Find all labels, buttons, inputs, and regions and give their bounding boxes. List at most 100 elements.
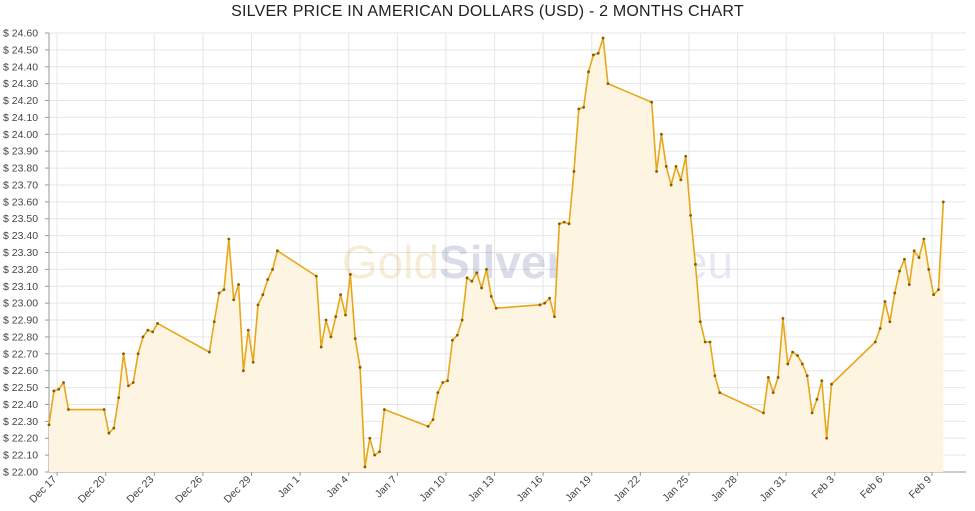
- data-point: [382, 408, 386, 411]
- data-point: [873, 340, 877, 344]
- data-point: [465, 276, 469, 280]
- data-point: [922, 237, 926, 241]
- data-point: [217, 291, 221, 295]
- y-tick-label: $ 22.70: [3, 348, 38, 360]
- data-point: [107, 431, 111, 435]
- data-point: [708, 340, 712, 344]
- data-point: [548, 296, 552, 300]
- y-tick-label: $ 24.60: [3, 28, 38, 40]
- data-point: [912, 249, 916, 253]
- x-tick-label: Feb 3: [809, 474, 837, 502]
- data-point: [898, 269, 901, 273]
- data-point: [141, 335, 145, 339]
- data-point: [344, 313, 347, 317]
- data-point: [436, 391, 440, 395]
- data-point: [378, 450, 381, 454]
- data-point: [151, 330, 155, 334]
- data-point: [227, 237, 231, 241]
- y-tick-label: $ 22.40: [3, 399, 38, 411]
- data-point: [825, 436, 829, 440]
- data-point: [679, 178, 683, 182]
- data-point: [888, 320, 892, 324]
- data-point: [917, 256, 921, 259]
- data-point: [319, 345, 323, 349]
- y-tick-label: $ 23.90: [3, 146, 38, 158]
- x-tick-label: Dec 23: [124, 474, 156, 506]
- data-point: [669, 183, 673, 187]
- series-area: [49, 38, 944, 472]
- data-point: [232, 298, 236, 302]
- x-tick-label: Jan 22: [612, 474, 643, 505]
- data-point: [373, 453, 377, 457]
- data-point: [698, 320, 702, 324]
- data-point: [261, 293, 265, 297]
- data-point: [324, 318, 328, 322]
- data-point: [102, 408, 106, 411]
- data-point: [577, 107, 581, 111]
- data-point: [136, 352, 140, 356]
- data-point: [771, 391, 775, 395]
- y-tick-label: $ 24.40: [3, 61, 38, 73]
- data-point: [207, 350, 211, 354]
- data-point: [237, 283, 240, 286]
- data-point: [582, 105, 586, 109]
- data-point: [567, 222, 571, 226]
- data-point: [538, 303, 542, 307]
- data-point: [339, 293, 343, 297]
- data-point: [762, 411, 765, 415]
- data-point: [650, 100, 654, 104]
- data-point: [713, 374, 717, 378]
- x-tick-label: Jan 25: [660, 474, 691, 505]
- x-tick-label: Feb 9: [907, 474, 935, 502]
- data-point: [883, 300, 887, 303]
- x-tick-label: Jan 31: [758, 474, 789, 505]
- y-tick-label: $ 24.20: [3, 95, 38, 107]
- data-point: [314, 274, 318, 278]
- data-point: [543, 301, 547, 305]
- y-tick-label: $ 23.40: [3, 230, 38, 242]
- data-point: [451, 338, 454, 342]
- data-point: [62, 381, 65, 384]
- x-tick-label: Jan 4: [324, 474, 351, 501]
- data-point: [485, 267, 488, 271]
- data-point: [932, 293, 935, 297]
- y-tick-label: $ 22.50: [3, 382, 38, 394]
- y-tick-label: $ 23.50: [3, 213, 38, 225]
- data-point: [655, 170, 658, 173]
- data-point: [460, 318, 464, 322]
- data-point: [441, 381, 445, 384]
- data-point: [718, 391, 722, 395]
- data-point: [791, 350, 795, 354]
- data-point: [256, 303, 260, 307]
- data-point: [684, 154, 688, 158]
- x-tick-label: Dec 26: [173, 474, 205, 506]
- data-point: [553, 315, 556, 319]
- data-point: [557, 222, 561, 226]
- x-tick-label: Jan 10: [417, 474, 448, 505]
- chart-title: SILVER PRICE IN AMERICAN DOLLARS (USD) -…: [231, 3, 744, 20]
- data-point: [781, 316, 785, 320]
- data-point: [903, 257, 906, 261]
- y-tick-label: $ 22.60: [3, 365, 38, 377]
- data-point: [587, 70, 590, 74]
- data-point: [334, 315, 338, 319]
- data-point: [810, 411, 814, 415]
- x-tick-label: Jan 28: [709, 474, 740, 505]
- data-point: [601, 36, 605, 40]
- data-point: [329, 335, 333, 339]
- data-point: [266, 278, 270, 281]
- y-tick-label: $ 23.10: [3, 281, 38, 293]
- x-tick-label: Jan 16: [514, 474, 545, 505]
- y-tick-label: $ 24.50: [3, 44, 38, 56]
- data-point: [117, 396, 121, 400]
- data-point: [112, 426, 116, 430]
- data-point: [674, 164, 678, 168]
- data-point: [489, 295, 493, 298]
- data-point: [664, 164, 668, 168]
- data-point: [122, 352, 125, 356]
- data-point: [937, 288, 940, 292]
- data-point: [52, 389, 56, 393]
- data-point: [348, 273, 352, 276]
- data-point: [363, 465, 367, 469]
